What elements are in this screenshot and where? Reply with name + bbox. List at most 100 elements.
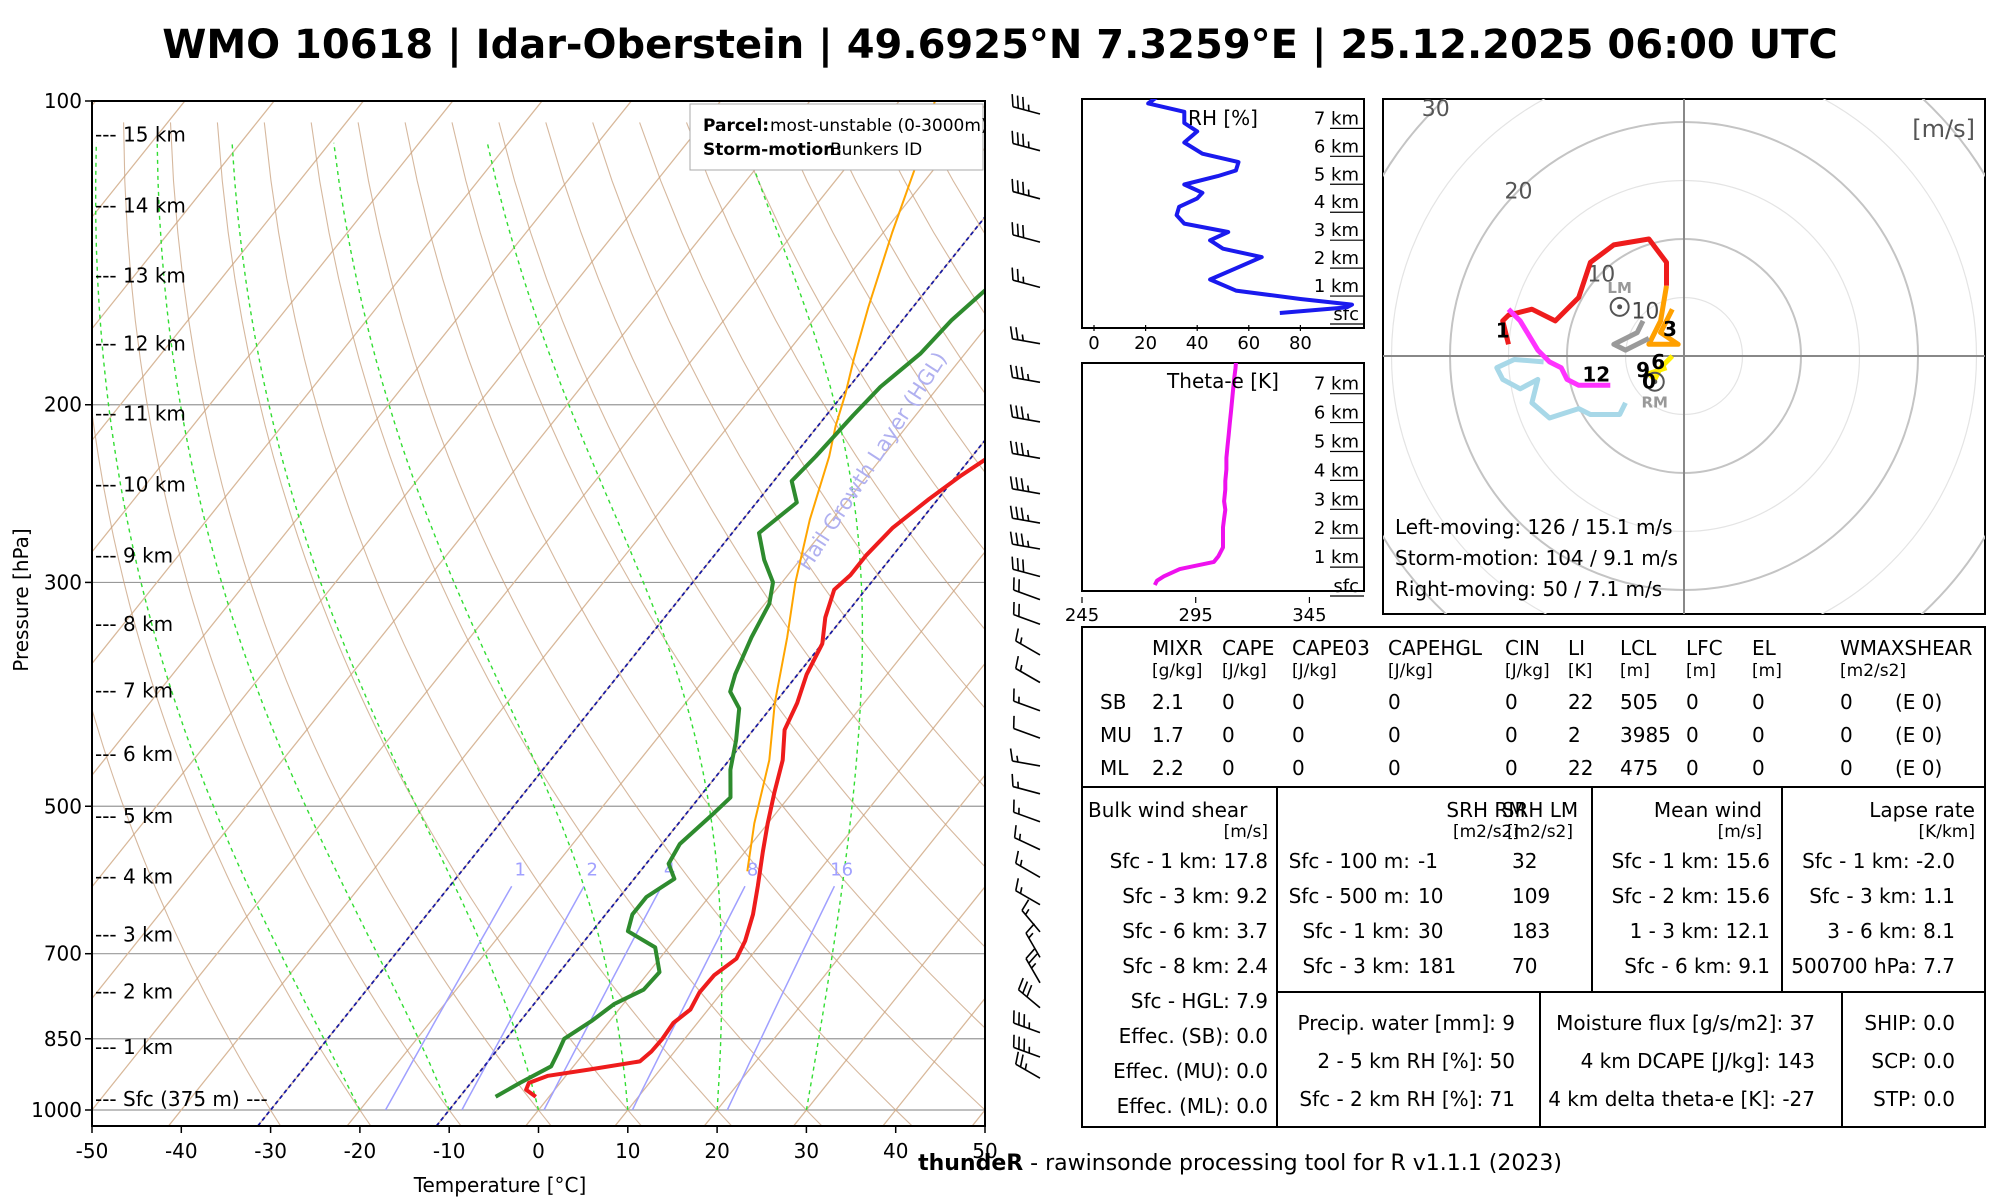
dry-adiabat-line [592,122,985,789]
barb-shaft [1012,234,1041,243]
barb-full [1025,948,1035,960]
x-tick-label: 295 [1179,605,1213,626]
barb-shaft [1015,667,1041,684]
table-cell: 0 [1292,756,1305,780]
moist-adiabat-line [156,142,450,1111]
moist-adiabat-line [486,142,723,1111]
shear-row: Sfc - 3 km: 9.2 [1122,884,1268,908]
profile-line [1146,99,1354,315]
storm-marker [1609,296,1630,317]
barb-full [1016,95,1020,109]
table-unit: [m] [1752,661,1782,681]
km-label: 10 [1631,300,1659,325]
profile-line [1153,363,1238,586]
section-title: Mean wind [1654,798,1762,822]
barb-full [1025,923,1035,934]
barb-shaft [1012,488,1041,495]
table-cells: MIXR[g/kg]CAPE[J/kg]CAPE03[J/kg]CAPEHGL[… [1088,636,1975,1118]
p-tick-label: 700 [44,942,82,966]
barb-full [1009,476,1014,489]
x-tick-label: 0 [532,1139,545,1163]
barb-shaft [1013,589,1041,601]
barb-full [1014,850,1020,864]
table-cell: 0 [1388,756,1401,780]
wind-barb [1009,476,1041,495]
barb-shaft [1015,890,1041,906]
barb-full [1020,507,1025,521]
barb-full [1016,180,1020,194]
table-cell: 0 [1292,723,1305,747]
isotherm-line [167,104,985,1126]
dry-adiabat-line [92,408,372,1126]
barb-full [1009,505,1014,519]
height-label: --- 4 km [95,865,173,889]
storm-marker [1644,371,1665,392]
lapse-row: Sfc - 1 km: -2.0 [1802,849,1955,873]
section-unit: [m/s] [1224,822,1268,842]
barb-shaft [1012,543,1041,550]
ring-label: 20 [1505,180,1533,205]
thetae-frame [1081,362,1365,592]
barb-full [1022,225,1025,238]
thetae-line [1153,363,1238,586]
table-header: WMAXSHEAR [1840,636,1972,660]
temperature-line [524,457,985,1099]
barb-half [1026,485,1030,492]
barb-shaft [1012,785,1041,795]
barb-half [1017,781,1020,789]
section-unit: [m/s] [1718,822,1762,842]
barb-full [1012,601,1015,615]
mixing-ratio-label: 16 [830,859,853,880]
meanwind-row: Sfc - 1 km: 15.6 [1612,849,1770,873]
wind-barb [1011,267,1041,289]
barb-full [1016,223,1020,237]
hodograph-storm-motion: Storm-motion: 104 / 9.1 m/s [1395,546,1678,570]
barb-full [1012,799,1015,813]
lapse-row: 3 - 6 km: 8.1 [1827,919,1955,943]
table-cell: 0 [1222,690,1235,714]
wind-barb [1012,1010,1041,1034]
isotherm-line [792,885,985,1126]
barb-full [1028,953,1038,964]
table-unit: [m] [1620,661,1650,681]
barb-full [1009,326,1014,339]
storm-marker-label: RM [1642,394,1668,412]
barb-full [1015,327,1019,340]
legend-storm-key: Storm-motion: [703,140,842,160]
x-tick-label: 0 [1088,333,1099,354]
wind-barb [1012,1034,1041,1058]
barb-full [1009,364,1014,378]
shear-row: Effec. (ML): 0.0 [1117,1094,1268,1118]
barb-shaft [1015,640,1041,656]
x-tick-label: -50 [76,1139,109,1163]
barb-half [1028,1022,1031,1029]
table-cell: (E 0) [1895,690,1942,714]
moist-adiabat-line [231,142,540,1111]
x-tick-label: 30 [794,1139,819,1163]
height-tick-label: 5 km [1314,164,1359,185]
x-tick-label: 40 [883,1139,908,1163]
composite-row: SCP: 0.0 [1871,1049,1955,1073]
mixing-ratio-line [543,885,663,1111]
height-tick-label: 5 km [1314,431,1359,452]
table-cell: 0 [1686,690,1699,714]
moisture-row: 2 - 5 km RH [%]: 50 [1317,1049,1515,1073]
barb-full [1022,181,1025,195]
barb-shaft [1012,517,1041,524]
height-tick-label: 6 km [1314,136,1359,157]
table-cell: 1.7 [1152,723,1184,747]
dry-adiabat-line [685,122,985,631]
moist-adiabat-line [333,142,629,1111]
barb-full [1018,579,1021,592]
table-cell: 3985 [1620,723,1671,747]
barb-shaft [1015,862,1041,878]
wind-barb [1009,404,1041,423]
srh-lm: 32 [1512,849,1537,873]
meanwind-row: 1 - 3 km: 12.1 [1630,919,1770,943]
meanwind-row: Sfc - 6 km: 9.1 [1624,954,1770,978]
moisture-row: Precip. water [mm]: 9 [1298,1011,1516,1035]
dry-adiabat-line [639,122,985,710]
